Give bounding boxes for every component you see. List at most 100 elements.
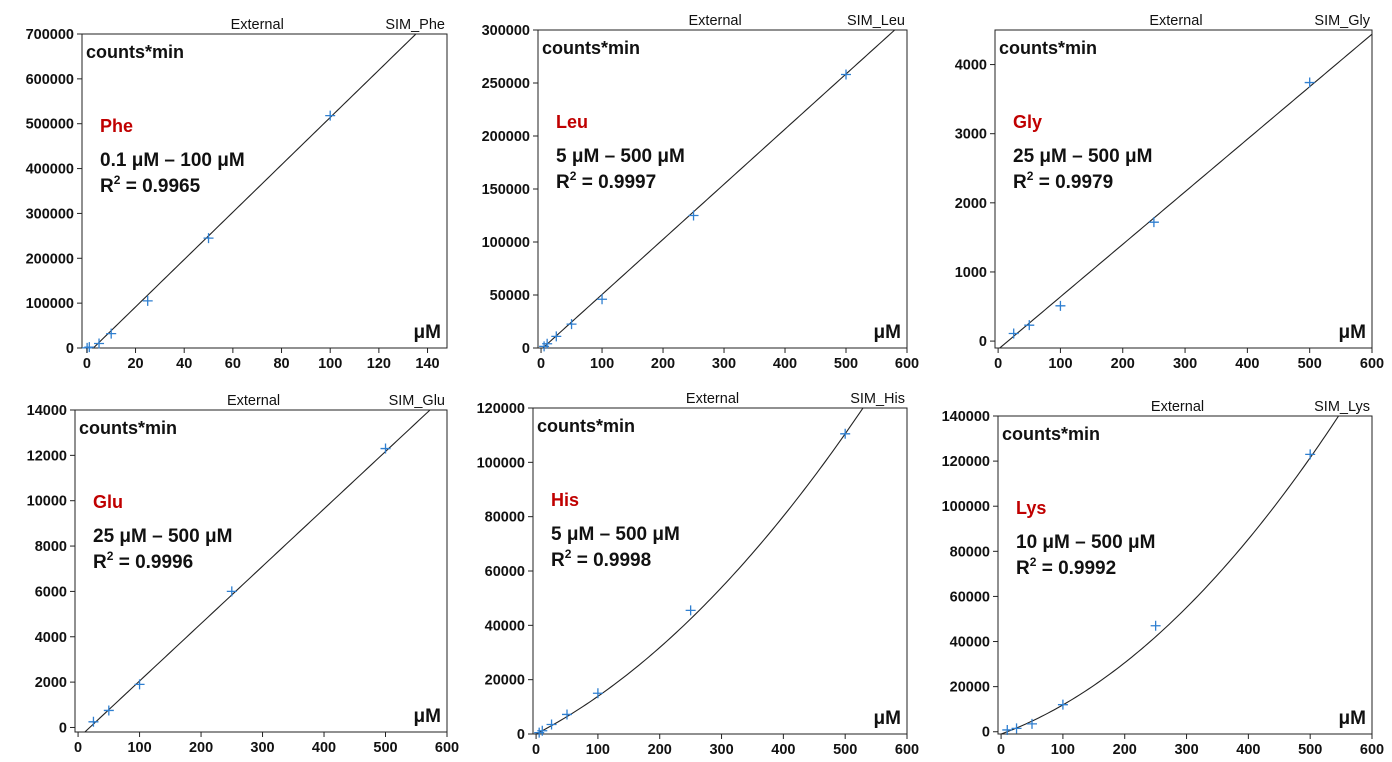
r2-number: = 0.9992: [1036, 558, 1116, 579]
data-point: [1024, 320, 1035, 331]
x-tick-label: 0: [74, 740, 82, 756]
y-tick-label: 60000: [485, 564, 525, 580]
data-point: [134, 679, 145, 690]
data-point: [551, 331, 562, 342]
x-tick-label: 100: [1051, 742, 1075, 758]
x-axis-unit: μM: [1339, 322, 1366, 343]
plot-frame: [81, 33, 448, 349]
r-squared-value: R2 = 0.9997: [556, 169, 656, 193]
r2-superscript: 2: [107, 549, 114, 563]
y-tick-label: 100000: [942, 499, 990, 515]
x-tick-label: 400: [1236, 742, 1260, 758]
r-squared-value: R2 = 0.9992: [1016, 555, 1116, 579]
y-tick-label: 12000: [27, 448, 67, 464]
concentration-range: 0.1 μM – 100 μM: [100, 150, 245, 171]
x-tick-label: 40: [176, 356, 192, 372]
data-point: [380, 443, 391, 454]
x-tick-label: 100: [1048, 356, 1072, 372]
header-external: External: [1149, 13, 1202, 29]
y-tick-label: 0: [517, 727, 525, 743]
x-tick-label: 200: [1111, 356, 1135, 372]
x-tick-label: 60: [225, 356, 241, 372]
header-external: External: [689, 13, 742, 29]
header-sim-channel: SIM_His: [850, 391, 905, 407]
x-tick-label: 600: [895, 356, 919, 372]
x-tick-label: 500: [833, 742, 857, 758]
r2-superscript: 2: [570, 169, 577, 183]
data-point: [1027, 718, 1037, 729]
amino-acid-label: Glu: [93, 492, 123, 512]
y-tick-label: 80000: [485, 510, 525, 526]
r2-number: = 0.9998: [571, 550, 651, 571]
data-point: [566, 319, 577, 330]
y-tick-label: 150000: [482, 182, 530, 198]
x-tick-label: 120: [367, 356, 391, 372]
y-tick-label: 80000: [950, 544, 990, 560]
data-point: [597, 294, 608, 305]
concentration-range: 25 μM – 500 μM: [1013, 146, 1152, 167]
x-tick-label: 100: [586, 742, 610, 758]
y-tick-label: 40000: [950, 635, 990, 651]
x-tick-label: 600: [1360, 742, 1384, 758]
data-point: [562, 709, 572, 720]
y-tick-label: 20000: [950, 680, 990, 696]
data-point: [840, 428, 851, 439]
r2-superscript: 2: [565, 547, 572, 561]
data-point: [1011, 723, 1022, 734]
y-tick-label: 0: [66, 341, 74, 357]
chart-panel-phe: 0 20 40 60 80 100 120 140 0 100000 200000 300000 400…: [26, 17, 448, 372]
concentration-range: 25 μM – 500 μM: [93, 526, 232, 547]
r2-prefix: R: [551, 550, 565, 571]
y-tick-label: 0: [979, 334, 987, 350]
x-tick-label: 500: [1298, 742, 1322, 758]
x-tick-label: 600: [1360, 356, 1384, 372]
y-tick-label: 0: [59, 720, 67, 736]
amino-acid-label: His: [551, 490, 579, 510]
x-axis-unit: μM: [874, 708, 901, 729]
data-point: [688, 210, 699, 221]
data-point: [1055, 300, 1066, 311]
concentration-range: 5 μM – 500 μM: [556, 146, 685, 167]
y-tick-label: 400000: [26, 162, 74, 178]
fit-curve: [998, 33, 1372, 348]
data-point: [94, 338, 105, 349]
x-tick-label: 500: [1298, 356, 1322, 372]
data-point: [1305, 449, 1316, 460]
plot-frame: [74, 409, 448, 733]
data-point: [325, 110, 336, 121]
data-point: [1148, 217, 1159, 228]
y-tick-label: 0: [982, 725, 990, 741]
data-point: [88, 716, 99, 727]
x-axis-unit: μM: [414, 322, 441, 343]
r-squared-value: R2 = 0.9996: [93, 549, 193, 573]
amino-acid-label: Phe: [100, 116, 133, 136]
header-sim-channel: SIM_Lys: [1314, 399, 1370, 415]
r2-prefix: R: [1013, 172, 1027, 193]
y-tick-label: 0: [522, 341, 530, 357]
x-tick-label: 0: [83, 356, 91, 372]
x-axis-unit: μM: [414, 706, 441, 727]
y-tick-label: 40000: [485, 618, 525, 634]
data-point: [841, 69, 852, 80]
y-tick-label: 100000: [477, 455, 525, 471]
r2-prefix: R: [100, 176, 114, 197]
y-tick-label: 100000: [26, 296, 74, 312]
x-tick-label: 140: [415, 356, 439, 372]
r-squared-value: R2 = 0.9979: [1013, 169, 1113, 193]
data-point: [142, 295, 153, 306]
y-tick-label: 50000: [490, 288, 530, 304]
x-tick-label: 600: [895, 742, 919, 758]
x-tick-label: 200: [651, 356, 675, 372]
r2-superscript: 2: [114, 173, 121, 187]
header-external: External: [686, 391, 739, 407]
y-tick-label: 6000: [35, 584, 67, 600]
data-point: [106, 328, 117, 339]
chart-panel-glu: 0 100 200 300 400 500 600020004000600080001000…: [27, 393, 459, 756]
r2-number: = 0.9996: [113, 552, 193, 573]
x-tick-label: 200: [1113, 742, 1137, 758]
x-tick-label: 400: [773, 356, 797, 372]
r2-number: = 0.9979: [1033, 172, 1113, 193]
x-tick-label: 300: [250, 740, 274, 756]
header-sim-channel: SIM_Leu: [847, 13, 905, 29]
